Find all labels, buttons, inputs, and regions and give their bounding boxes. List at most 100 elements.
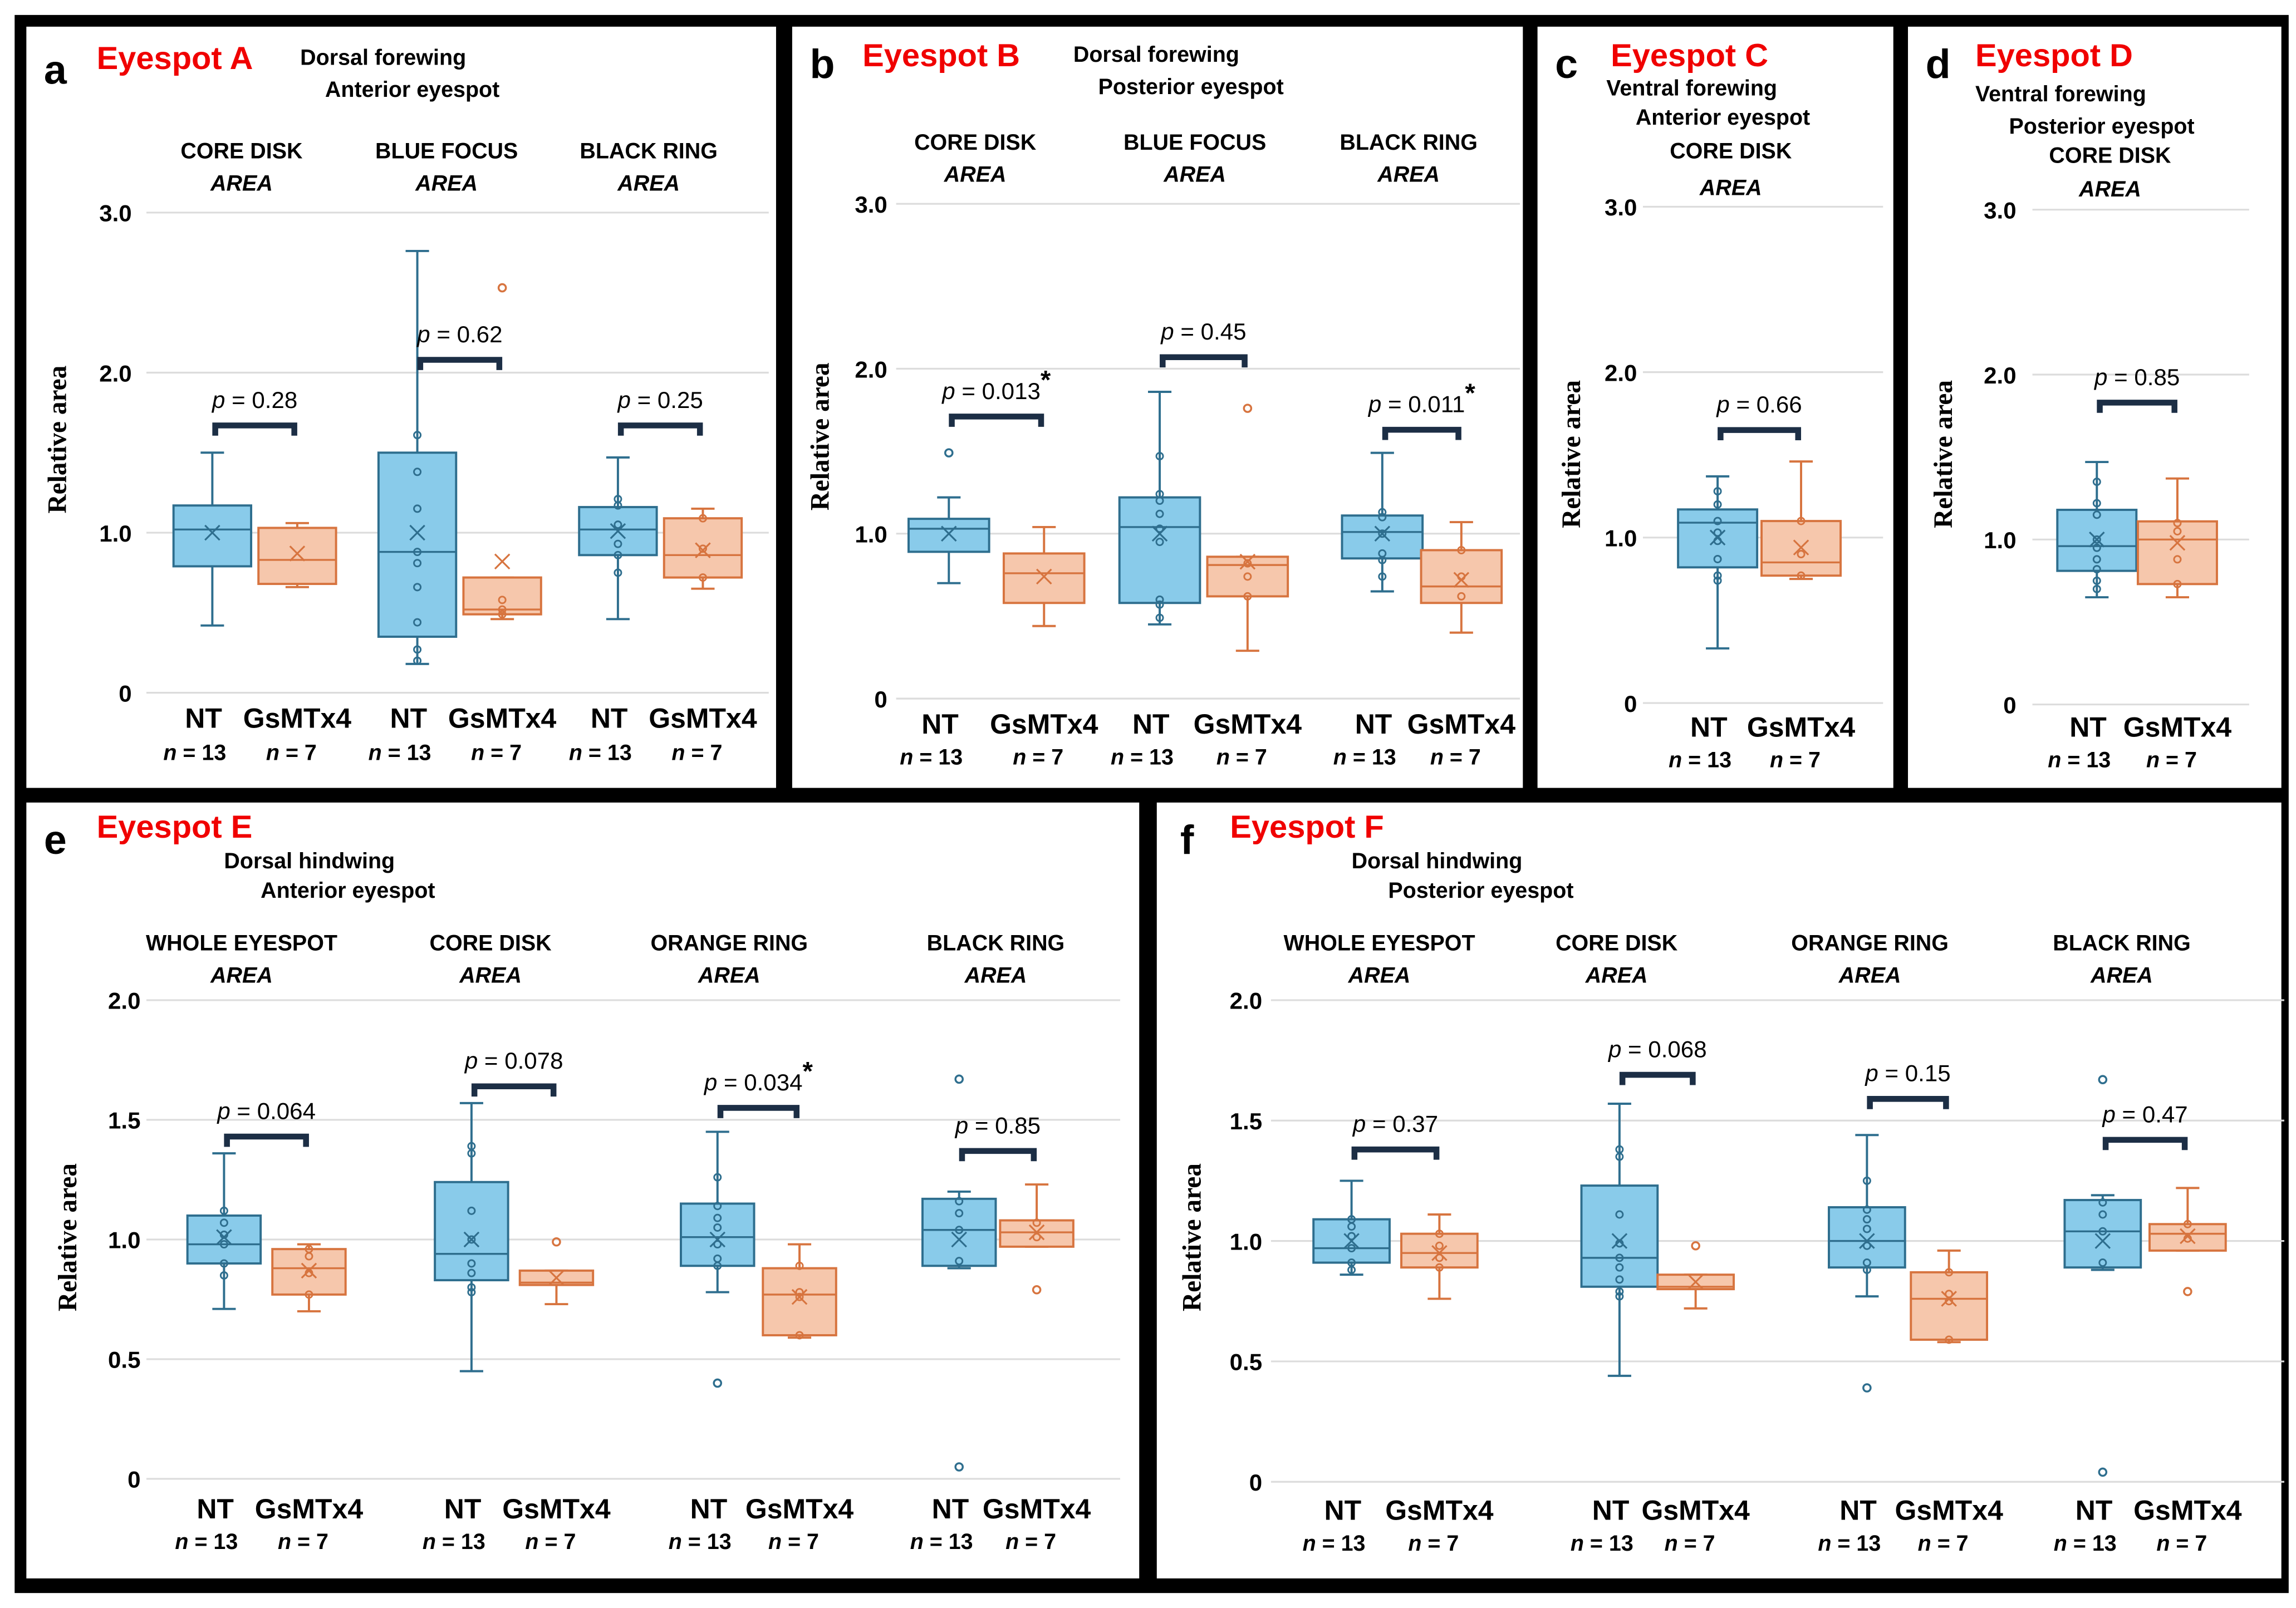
significance-bracket	[959, 1148, 1037, 1162]
y-tick-label: 2.0	[1230, 988, 1263, 1014]
p-value-label: p = 0.013*	[941, 365, 1051, 404]
sample-size-label: n = 7	[1770, 748, 1821, 773]
group-header: CORE DISK	[914, 130, 1037, 155]
data-point	[1347, 1244, 1356, 1253]
box-iqr	[2063, 1199, 2142, 1269]
panel-background	[1156, 802, 2282, 1579]
sample-size-label: n = 13	[369, 741, 431, 765]
data-point	[1615, 1152, 1624, 1161]
data-point	[1435, 1253, 1444, 1262]
p-value-label: p = 0.62	[416, 321, 502, 347]
x-category-label: NT	[2069, 712, 2107, 743]
sample-size-label: n = 7	[525, 1530, 576, 1554]
p-value-label: p = 0.034*	[703, 1056, 813, 1095]
significance-bracket	[2102, 1137, 2188, 1150]
box-nt: NT n = 13	[1818, 1134, 1906, 1556]
data-point	[1457, 545, 1466, 554]
group-subheader: AREA	[1585, 963, 1648, 987]
data-point	[1435, 1263, 1444, 1272]
group-orange-ring: ORANGE RING AREA NT n = 13 GsMTx4 n = 7 p = 0.…	[650, 931, 853, 1555]
sample-size-label: n = 13	[2054, 1531, 2117, 1556]
p-value-label: p = 0.66	[1715, 391, 1802, 417]
mean-marker	[2094, 1233, 2111, 1249]
box-iqr	[680, 1202, 755, 1267]
data-point	[467, 1288, 476, 1297]
data-point	[614, 568, 622, 577]
y-tick-label: 0.5	[1230, 1349, 1263, 1375]
data-point	[467, 1259, 476, 1268]
mean-marker	[409, 524, 425, 541]
significance-bracket	[212, 422, 297, 436]
data-point	[1862, 1176, 1871, 1185]
data-point	[955, 1257, 964, 1266]
outlier-point	[2098, 1467, 2108, 1477]
panel-title: Eyespot E	[97, 809, 253, 845]
box-gsmtx4: GsMTx4 n = 7	[243, 522, 351, 765]
data-point	[2092, 478, 2101, 486]
sample-size-label: n = 13	[910, 1530, 973, 1554]
data-point	[1347, 1232, 1356, 1241]
data-point	[1615, 1287, 1624, 1296]
p-value-label: p = 0.85	[954, 1112, 1041, 1138]
outlier-point	[1243, 404, 1253, 413]
y-tick-label: 1.0	[108, 1227, 141, 1253]
box-nt: NT n = 13	[1333, 451, 1424, 769]
x-category-label: NT	[444, 1493, 482, 1525]
data-point	[1713, 576, 1722, 585]
significance-bracket	[1160, 354, 1248, 368]
box-iqr	[434, 1181, 509, 1282]
data-point	[413, 656, 422, 665]
panel-e: e Eyespot E Dorsal hindwing Anterior eyespo…	[26, 802, 1140, 1579]
data-point	[1155, 600, 1164, 609]
y-tick-label: 3.0	[1605, 194, 1637, 220]
box-iqr	[1206, 555, 1289, 598]
group-whole-eyespot: WHOLE EYESPOT AREA NT n = 13 GsMTx4 n = 7 p = …	[146, 931, 363, 1555]
panel-subtitle: Posterior eyespot	[2009, 114, 2195, 139]
data-point	[305, 1290, 313, 1299]
data-point	[2092, 543, 2101, 552]
sample-size-label: n = 7	[471, 741, 522, 765]
x-category-label: NT	[690, 1493, 728, 1525]
mean-marker	[709, 1231, 726, 1248]
box-gsmtx4: GsMTx4 n = 7	[990, 525, 1098, 769]
panel-subtitle: Posterior eyespot	[1388, 878, 1573, 903]
data-point	[2183, 1219, 2192, 1228]
sample-size-label: n = 7	[1918, 1531, 1969, 1556]
mean-marker	[289, 545, 306, 562]
sample-size-label: n = 13	[1303, 1531, 1366, 1556]
panel-f: f Eyespot F Dorsal hindwing Posterior eyesp…	[1156, 802, 2284, 1579]
x-category-label: GsMTx4	[255, 1493, 364, 1525]
p-value-label: p = 0.85	[2093, 364, 2180, 390]
panel-subtitle: Dorsal hindwing	[1352, 849, 1523, 873]
box-nt: NT n = 13	[669, 1130, 755, 1554]
group-header: CORE DISK	[1556, 931, 1678, 956]
data-point	[467, 1235, 476, 1244]
data-point	[1615, 1275, 1624, 1284]
box-gsmtx4: GsMTx4 n = 7	[745, 1243, 853, 1554]
y-tick-label: 0	[2003, 692, 2016, 718]
box-nt: NT n = 13	[1303, 1179, 1391, 1556]
group-subheader: AREA	[1163, 163, 1226, 187]
box-gsmtx4: GsMTx4 n = 7	[448, 283, 557, 765]
panel-subtitle: Anterior eyespot	[261, 878, 435, 903]
box-gsmtx4: GsMTx4 n = 7	[1895, 1249, 2003, 1556]
outlier-point	[944, 448, 954, 458]
box-iqr	[1828, 1206, 1906, 1269]
data-point	[2098, 1258, 2107, 1267]
data-point	[1713, 571, 1722, 580]
panel-subtitle: Ventral forewing	[1606, 76, 1777, 101]
sample-size-label: n = 7	[1005, 1530, 1056, 1554]
box-iqr	[921, 1197, 997, 1267]
box-gsmtx4: GsMTx4 n = 7	[2123, 477, 2231, 773]
data-point	[795, 1331, 804, 1340]
mean-marker	[463, 1231, 480, 1248]
group-header: BLACK RING	[1340, 130, 1478, 155]
data-point	[413, 559, 422, 568]
y-tick-label: 1.0	[855, 522, 887, 548]
data-point	[713, 1240, 722, 1249]
box-iqr	[1910, 1271, 1989, 1341]
group-core-disk: CORE DISK AREA NT n = 13 GsMTx4 n = 7 p = 0.28	[163, 139, 351, 765]
sample-size-label: n = 13	[175, 1530, 238, 1554]
data-point	[1713, 517, 1722, 525]
data-point	[614, 520, 622, 529]
